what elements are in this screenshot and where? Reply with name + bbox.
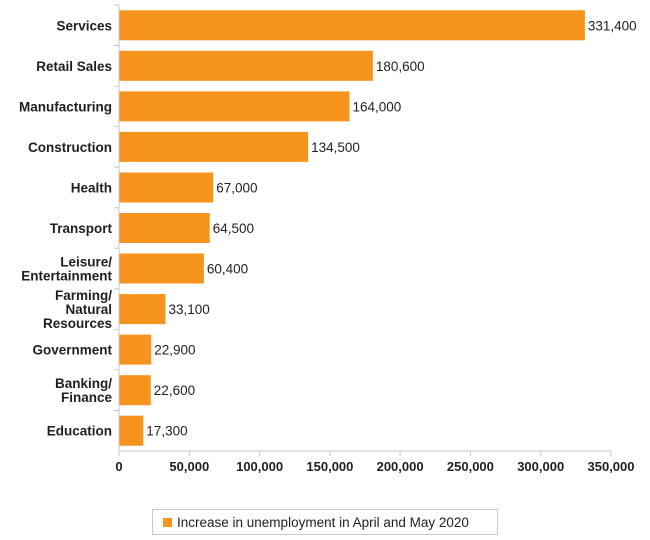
bar	[119, 375, 151, 406]
bar	[119, 334, 152, 365]
value-label: 60,400	[207, 262, 248, 277]
value-label: 134,500	[311, 140, 360, 155]
category-label: Education	[47, 424, 112, 439]
value-label: 67,000	[216, 181, 257, 196]
category-label: Health	[71, 181, 112, 196]
bar	[119, 10, 585, 41]
bar-chart-svg: 331,400 Services 180,600 Retail Sales 164,00…	[19, 4, 637, 474]
legend: Increase in unemployment in April and Ma…	[152, 509, 498, 535]
bar	[119, 253, 204, 284]
legend-swatch	[163, 517, 172, 527]
value-label: 164,000	[353, 99, 402, 114]
x-tick-label: 0	[115, 459, 122, 474]
bar	[119, 91, 350, 122]
x-tick-label: 50,000	[169, 459, 209, 474]
category-label: Retail Sales	[36, 59, 112, 74]
x-tick-label: 350,000	[588, 459, 635, 474]
x-tick-label: 200,000	[377, 459, 424, 474]
value-label: 331,400	[588, 18, 637, 33]
category-label: Construction	[28, 140, 112, 155]
value-label: 180,600	[376, 59, 425, 74]
legend-label: Increase in unemployment in April and Ma…	[177, 514, 469, 530]
bar	[119, 50, 373, 81]
bar	[119, 415, 144, 446]
category-label: Banking/Finance	[55, 376, 113, 405]
category-label: Manufacturing	[19, 99, 112, 114]
bar	[119, 294, 166, 325]
value-label: 33,100	[169, 302, 210, 317]
value-label: 17,300	[146, 424, 187, 439]
x-tick-label: 100,000	[236, 459, 283, 474]
category-label: Services	[56, 18, 112, 33]
value-label: 22,900	[154, 343, 195, 358]
bar	[119, 172, 214, 203]
x-tick-label: 250,000	[447, 459, 494, 474]
x-tick-label: 300,000	[517, 459, 564, 474]
bar	[119, 213, 210, 243]
category-label: Farming/Natural Resources	[43, 288, 112, 331]
bar	[119, 131, 309, 162]
category-label: Government	[32, 343, 112, 358]
category-label: Leisure/Entertainment	[21, 255, 112, 284]
x-tick-label: 150,000	[306, 459, 353, 474]
category-label: Transport	[50, 221, 113, 236]
value-label: 64,500	[213, 221, 254, 236]
value-label: 22,600	[154, 383, 195, 398]
